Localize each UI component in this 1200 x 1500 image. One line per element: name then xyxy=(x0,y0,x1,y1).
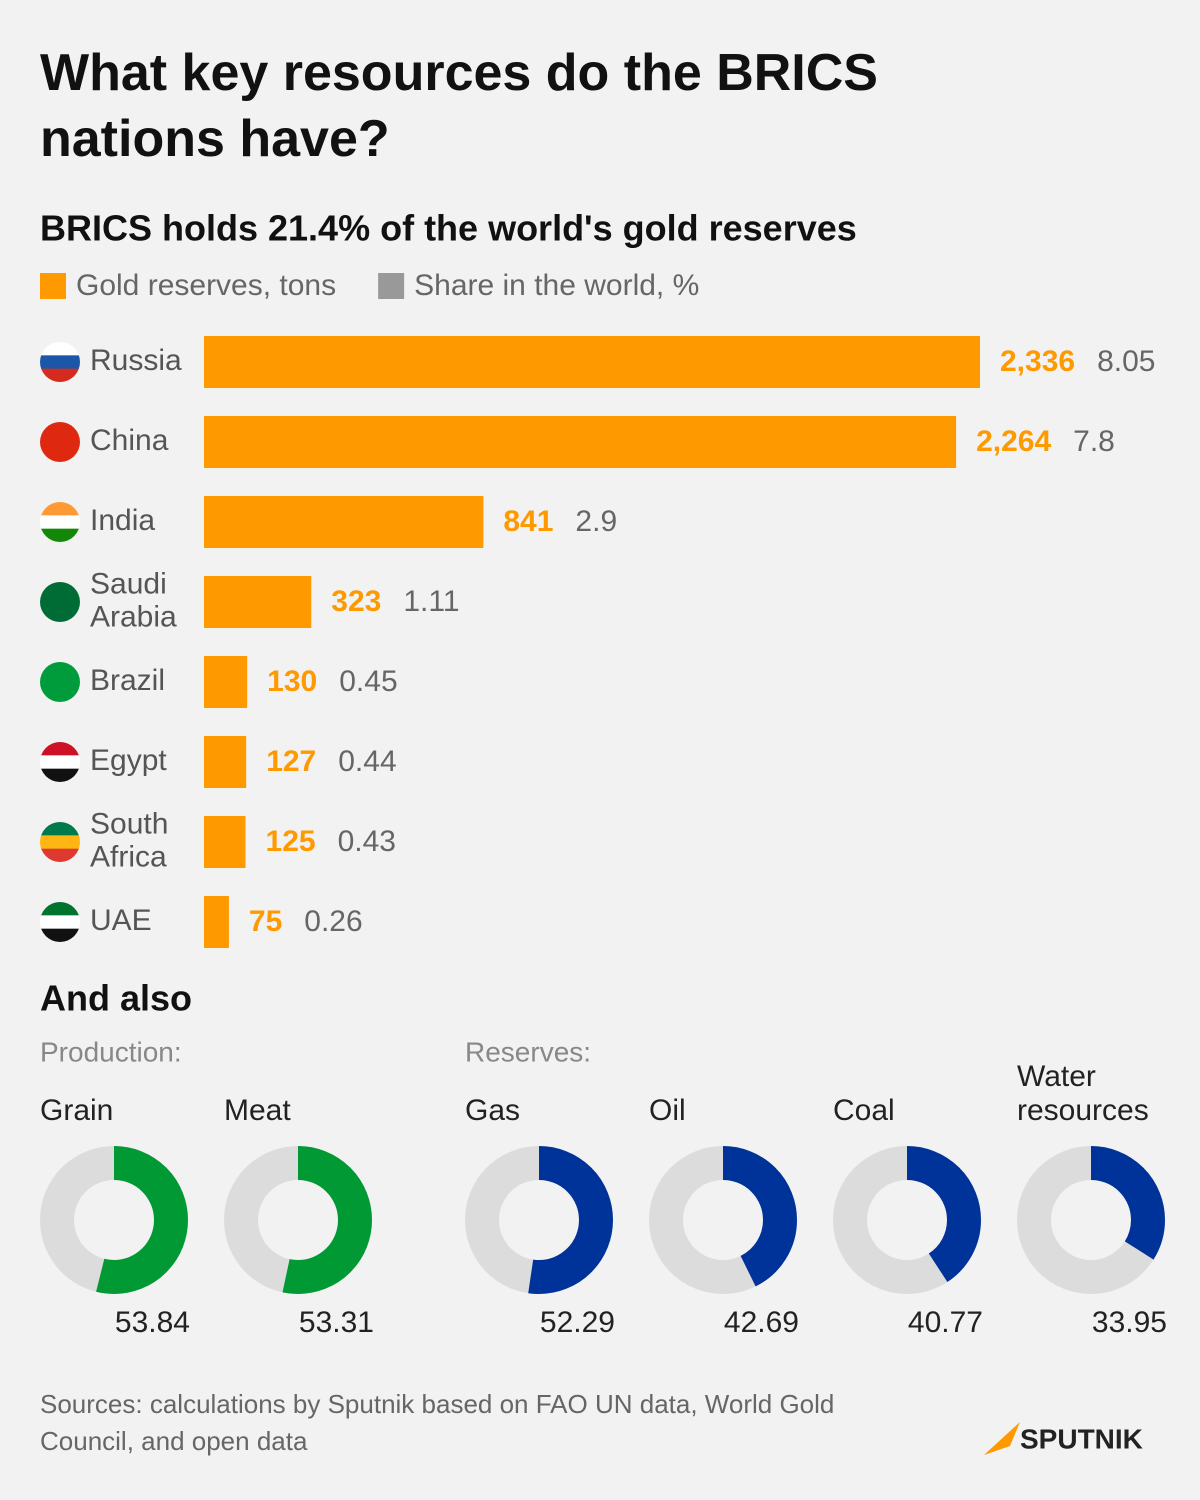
donut-arc xyxy=(833,1146,981,1294)
logo: SPUTNIK xyxy=(1020,1423,1143,1454)
flag-stripe xyxy=(40,848,80,862)
category-label: Brazil xyxy=(90,664,165,697)
bar xyxy=(204,576,312,628)
value-label: 75 xyxy=(249,905,282,938)
flag xyxy=(40,342,80,382)
flag-stripe xyxy=(40,662,80,702)
page-title: What key resources do the BRICS nations … xyxy=(40,44,878,168)
flag-stripe xyxy=(40,822,80,836)
donut-value: 40.77 xyxy=(908,1306,983,1339)
logo-icon xyxy=(984,1422,1020,1455)
share-label: 0.44 xyxy=(338,745,396,778)
flag-stripe xyxy=(40,502,80,516)
donut-value: 52.29 xyxy=(540,1306,615,1339)
value-label: 2,336 xyxy=(1000,345,1075,378)
category-label: South Africa xyxy=(90,807,168,873)
value-label: 841 xyxy=(503,505,553,538)
category-label: UAE xyxy=(90,904,152,937)
donut-value: 53.31 xyxy=(299,1306,374,1339)
section-title: And also xyxy=(40,978,192,1019)
flag xyxy=(40,582,80,622)
category-label: India xyxy=(90,504,155,537)
flag-stripe xyxy=(40,368,80,382)
flag-stripe xyxy=(40,768,80,782)
item-label: Meat xyxy=(224,1094,291,1127)
flag-stripe xyxy=(40,835,80,850)
item-label: Coal xyxy=(833,1094,895,1127)
donut-arc xyxy=(649,1146,797,1294)
share-label: 2.9 xyxy=(575,505,617,538)
legend-swatch xyxy=(378,273,405,299)
flag-stripe xyxy=(40,355,80,370)
value-label: 323 xyxy=(331,585,381,618)
value-label: 127 xyxy=(266,745,316,778)
share-label: 0.43 xyxy=(338,825,396,858)
item-label: Oil xyxy=(649,1094,686,1127)
flag-stripe xyxy=(40,582,80,622)
item-label: Water resources xyxy=(1017,1060,1149,1127)
item-label: Gas xyxy=(465,1094,520,1127)
chart-subtitle: BRICS holds 21.4% of the world's gold re… xyxy=(40,208,857,249)
bar xyxy=(204,736,247,788)
flag xyxy=(40,742,80,782)
flag-stripe xyxy=(40,515,80,530)
donut-arc xyxy=(1017,1146,1165,1294)
flag xyxy=(40,422,80,462)
flag-stripe xyxy=(40,342,80,356)
item-label: Grain xyxy=(40,1094,113,1127)
value-label: 130 xyxy=(267,665,317,698)
flag-stripe xyxy=(40,528,80,542)
flag xyxy=(40,902,80,942)
value-label: 125 xyxy=(266,825,316,858)
group-label: Production: xyxy=(40,1036,182,1067)
flag-stripe xyxy=(40,915,80,930)
category-label: Saudi Arabia xyxy=(90,567,177,633)
share-label: 8.05 xyxy=(1097,345,1155,378)
donut-value: 33.95 xyxy=(1092,1306,1167,1339)
share-label: 1.11 xyxy=(403,585,459,618)
bar xyxy=(204,496,484,548)
legend-label: Gold reserves, tons xyxy=(76,269,336,302)
legend-label: Share in the world, % xyxy=(414,269,699,302)
flag xyxy=(40,822,80,862)
flag xyxy=(40,662,80,702)
donut-value: 42.69 xyxy=(724,1306,799,1339)
flag-stripe xyxy=(40,928,80,942)
category-label: Russia xyxy=(90,344,182,377)
category-label: China xyxy=(90,424,169,457)
bar xyxy=(204,896,229,948)
source-note: Sources: calculations by Sputnik based o… xyxy=(40,1389,835,1456)
flag-stripe xyxy=(40,742,80,756)
share-label: 7.8 xyxy=(1073,425,1115,458)
donut-value: 53.84 xyxy=(115,1306,190,1339)
category-label: Egypt xyxy=(90,744,167,777)
flag-stripe xyxy=(40,422,80,462)
value-label: 2,264 xyxy=(976,425,1051,458)
flag-stripe xyxy=(40,755,80,770)
bar xyxy=(204,656,248,708)
group-label: Reserves: xyxy=(465,1036,591,1067)
legend-swatch xyxy=(40,273,66,299)
bar xyxy=(204,336,980,388)
share-label: 0.26 xyxy=(304,905,362,938)
flag xyxy=(40,502,80,542)
bar xyxy=(204,416,957,468)
flag-stripe xyxy=(40,902,80,916)
donut-arc xyxy=(40,1146,188,1294)
share-label: 0.45 xyxy=(339,665,397,698)
donut-arc xyxy=(224,1146,372,1294)
donut-arc xyxy=(465,1146,613,1294)
bar xyxy=(204,816,246,868)
